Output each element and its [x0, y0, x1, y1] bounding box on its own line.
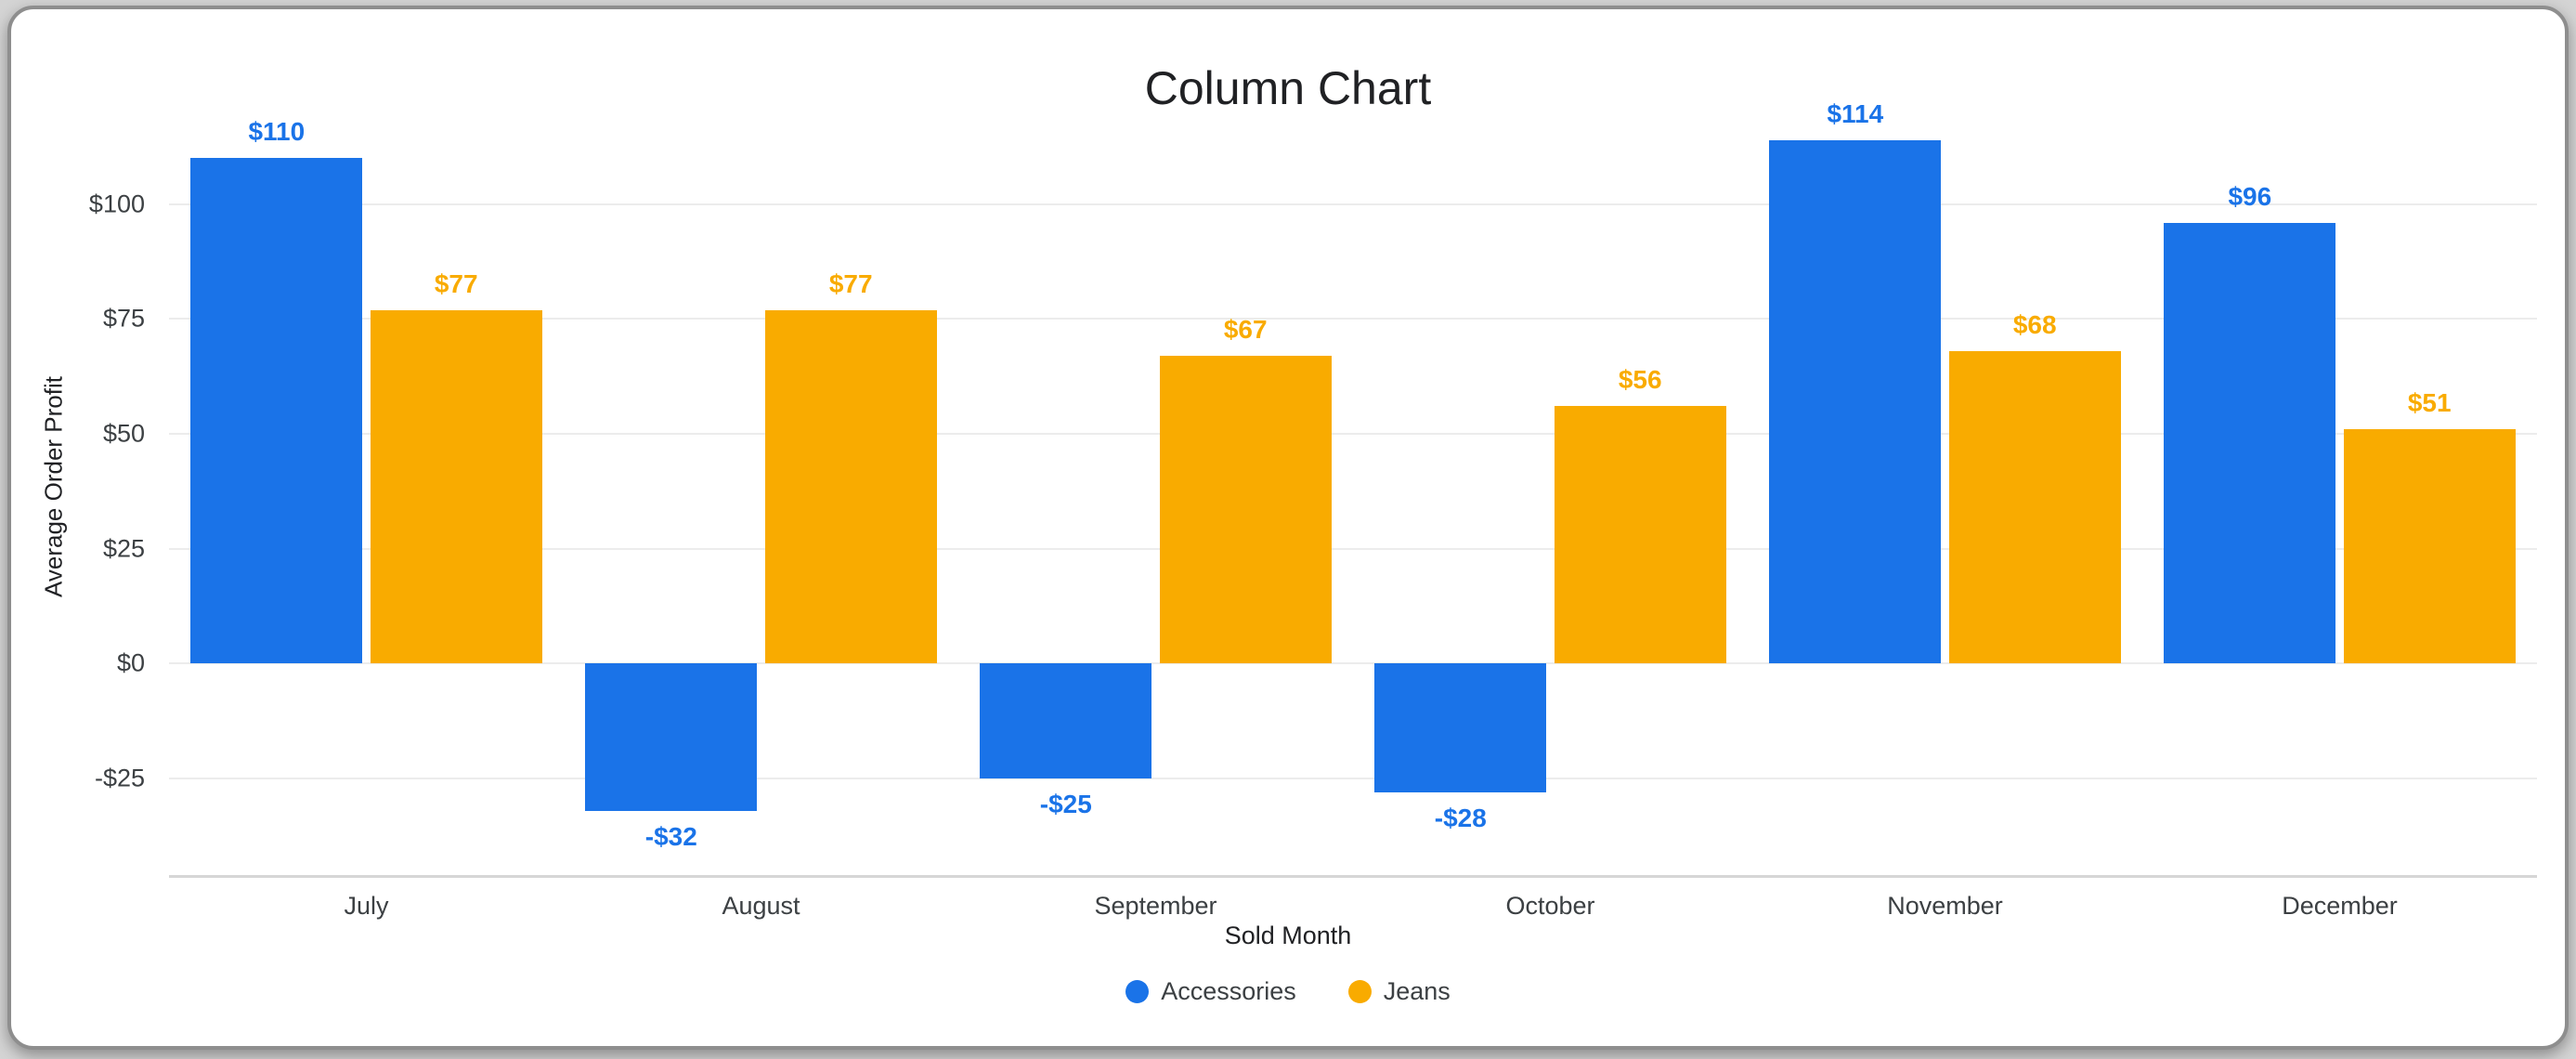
gridline-25 [169, 547, 2537, 550]
bar-label-jeans-september: $67 [1223, 315, 1268, 345]
legend-swatch-accessories [1125, 980, 1150, 1003]
legend-item-jeans[interactable]: Jeans [1347, 977, 1451, 1006]
x-tick-label-december: December [2282, 892, 2398, 920]
bar-jeans-october[interactable] [1554, 406, 1726, 664]
x-axis-title: Sold Month [1224, 922, 1352, 949]
bar-accessories-july[interactable] [190, 158, 363, 664]
x-tick-label-october: October [1505, 892, 1595, 920]
bar-label-accessories-october: -$28 [1434, 803, 1487, 832]
gridline-50 [169, 433, 2537, 436]
bar-jeans-august[interactable] [764, 309, 937, 664]
bar-jeans-december[interactable] [2343, 429, 2516, 664]
x-tick-label-november: November [1887, 892, 2003, 920]
y-tick-label--50: $50 [102, 419, 145, 448]
x-tick-label-august: August [722, 892, 800, 920]
bar-label-accessories-november: $114 [1827, 98, 1884, 128]
x-tick-label-september: September [1094, 892, 1217, 920]
plot-area: -$25 $0 $25 $50 $75 $100 $110 $77 July -$32 $77 Aug… [89, 98, 2537, 920]
bar-accessories-august[interactable] [585, 663, 758, 811]
legend-label-accessories: Accessories [1161, 977, 1296, 1005]
bar-label-jeans-october: $56 [1618, 365, 1662, 395]
chart-card: Column Chart Average Order Profit -$25 $0… [7, 6, 2569, 1050]
x-tick-label-july: July [344, 892, 389, 920]
bar-label-jeans-july: $77 [434, 268, 478, 298]
gridline-0 [169, 662, 2537, 665]
chart-title: Column Chart [1144, 62, 1432, 114]
y-tick-label--100: $100 [88, 190, 145, 218]
bar-label-jeans-august: $77 [828, 268, 873, 298]
gridline-75 [169, 318, 2537, 320]
gridline--25 [169, 778, 2537, 780]
bar-label-jeans-december: $51 [2407, 388, 2452, 418]
y-axis-title: Average Order Profit [39, 376, 68, 597]
bar-jeans-july[interactable] [370, 309, 542, 664]
y-tick-label--25: -$25 [94, 764, 145, 792]
bar-jeans-september[interactable] [1159, 356, 1332, 664]
bar-label-jeans-november: $68 [2012, 310, 2057, 340]
y-tick-label--25: $25 [102, 534, 145, 563]
legend-item-accessories[interactable]: Accessories [1125, 977, 1296, 1006]
bar-label-accessories-july: $110 [248, 117, 306, 147]
bar-accessories-december[interactable] [2164, 222, 2336, 664]
y-tick-label--75: $75 [102, 304, 145, 333]
bar-label-accessories-december: $96 [2228, 181, 2272, 211]
legend-swatch-jeans [1347, 980, 1372, 1003]
bar-accessories-november[interactable] [1769, 139, 1942, 664]
y-tick-label--0: $0 [116, 648, 145, 677]
bar-label-accessories-august: -$32 [644, 821, 697, 851]
bar-label-accessories-september: -$25 [1039, 790, 1092, 819]
bar-accessories-october[interactable] [1374, 663, 1547, 792]
legend: Accessories Jeans [11, 977, 2565, 1006]
gridline-100 [169, 203, 2537, 205]
bar-accessories-september[interactable] [980, 663, 1152, 779]
legend-label-jeans: Jeans [1383, 977, 1451, 1005]
bar-jeans-november[interactable] [1948, 351, 2121, 664]
